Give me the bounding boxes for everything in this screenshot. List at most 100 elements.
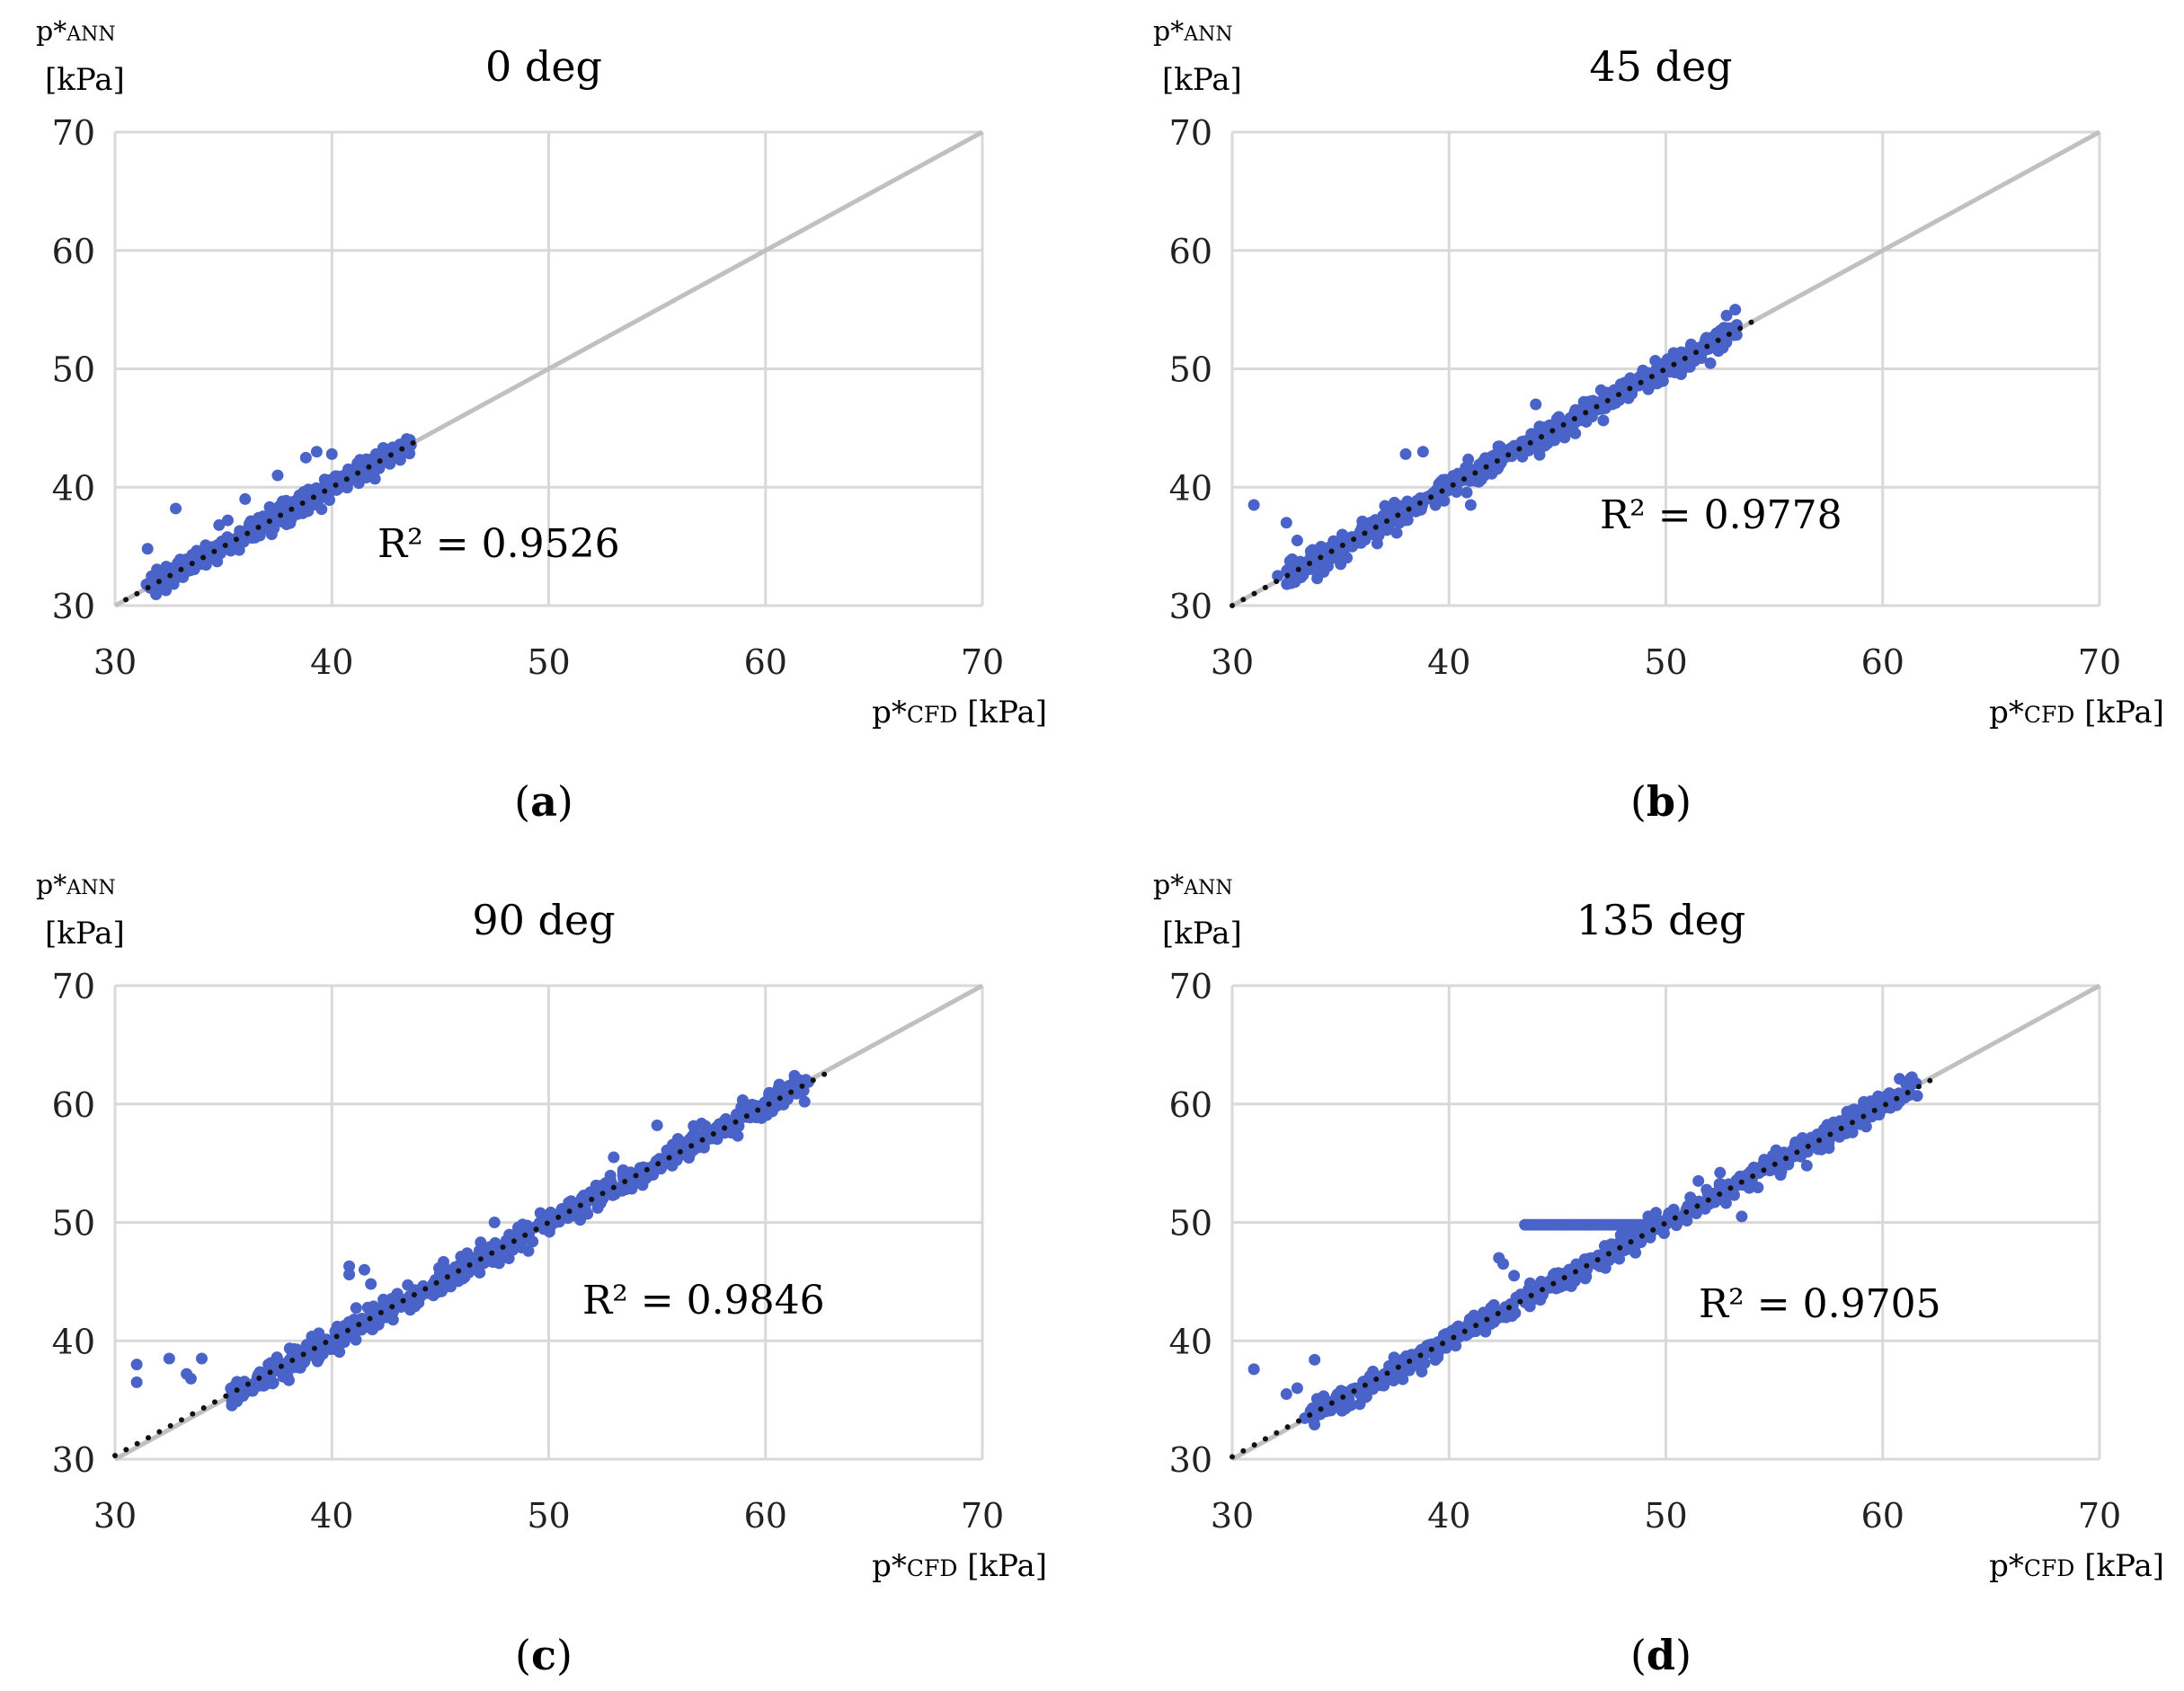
data-point [1304, 545, 1317, 558]
outlier-point [130, 1376, 143, 1388]
outlier-point [1291, 535, 1303, 547]
data-point [439, 1262, 451, 1275]
outlier-point [1317, 1394, 1329, 1406]
y-tick-label: 30 [1169, 587, 1212, 626]
data-point [351, 464, 364, 476]
x-tick-label: 30 [1211, 642, 1254, 682]
svg-text:p*ANN: p*ANN [36, 16, 116, 48]
outlier-point [1291, 1382, 1303, 1394]
outlier-point [1497, 1258, 1510, 1270]
outlier-point [1309, 1353, 1321, 1366]
x-tick-label: 30 [93, 642, 137, 682]
svg-text:p*ANN: p*ANN [36, 870, 116, 901]
svg-text:p*ANN: p*ANN [1153, 16, 1233, 48]
data-point [1499, 1310, 1512, 1323]
data-point [607, 1189, 619, 1201]
data-point [1674, 368, 1687, 381]
data-point [1389, 1373, 1401, 1386]
outlier-point [1464, 499, 1477, 511]
data-point [1439, 474, 1452, 486]
y-tick-label: 70 [1169, 113, 1212, 153]
x-tick-label: 50 [1644, 642, 1687, 682]
outlier-point [170, 502, 182, 515]
data-point [384, 457, 396, 470]
data-point [792, 1073, 804, 1085]
x-tick-label: 50 [1644, 1496, 1687, 1536]
data-point [772, 1082, 785, 1094]
data-point [1336, 528, 1348, 541]
y-tick-label: 50 [1169, 350, 1212, 390]
data-point [1840, 1127, 1852, 1139]
outlier-point [1530, 398, 1542, 411]
y-axis-label: p*ANN [kPa] [1153, 16, 1242, 98]
trendline [1230, 316, 1760, 608]
x-tick-label: 50 [527, 642, 570, 682]
svg-text:[kPa]: [kPa] [1162, 62, 1242, 98]
data-point [1388, 1351, 1400, 1364]
outlier-point [343, 1268, 356, 1280]
data-point [1651, 366, 1664, 378]
outlier-point [130, 1359, 143, 1371]
outlier-point [1399, 447, 1412, 460]
data-point [1344, 1399, 1356, 1412]
data-point [597, 1191, 609, 1204]
data-point [331, 1320, 343, 1332]
chart-title: 135 deg [1576, 896, 1746, 944]
y-tick-label: 40 [52, 468, 95, 508]
outlier-point [651, 1119, 663, 1131]
data-point [248, 1378, 261, 1391]
x-axis-label: p*CFD [kPa] [872, 1548, 1047, 1584]
outlier-point [213, 518, 226, 531]
data-point [1485, 453, 1497, 465]
outlier-point [358, 1263, 370, 1276]
data-point [1366, 1383, 1379, 1395]
data-point [291, 508, 304, 520]
data-point [1841, 1105, 1853, 1118]
y-tick-label: 40 [52, 1322, 95, 1361]
y-tick-label: 60 [1169, 1085, 1212, 1125]
data-point [1823, 1137, 1835, 1149]
panel-a: p*ANN [kPa] 0 deg 30 40 50 60 70 30 40 50 60 70 R… [36, 16, 1047, 826]
data-point [790, 1087, 803, 1100]
x-axis-label: p*CFD [kPa] [1989, 1548, 2164, 1584]
data-point [1284, 577, 1297, 589]
data-point [1719, 1197, 1732, 1209]
data-point [746, 1098, 759, 1111]
data-point [516, 1236, 528, 1249]
svg-text:p*CFD [kPa]: p*CFD [kPa] [1989, 1548, 2164, 1584]
y-tick-label: 70 [52, 967, 95, 1006]
x-tick-label: 70 [2078, 642, 2121, 682]
x-tick-label: 70 [2078, 1496, 2121, 1536]
panel-label: (a) [514, 777, 573, 826]
x-tick-label: 50 [527, 1496, 570, 1536]
svg-text:[kPa]: [kPa] [1162, 916, 1242, 952]
data-point [537, 1223, 550, 1235]
outlier-point [239, 492, 252, 505]
outlier-point [310, 446, 323, 458]
data-point [268, 522, 280, 535]
outlier-point [184, 563, 197, 576]
data-point [474, 1266, 486, 1279]
data-point [1494, 441, 1506, 454]
y-tick-label: 50 [52, 1204, 95, 1244]
svg-text:[kPa]: [kPa] [45, 916, 125, 952]
data-point [1535, 438, 1548, 451]
panel-label: (b) [1630, 777, 1691, 826]
y-axis-label: p*ANN [kPa] [1153, 870, 1242, 952]
outlier-point [196, 1352, 208, 1365]
data-point [1393, 501, 1406, 514]
data-point [1309, 1419, 1321, 1431]
x-axis-label: p*CFD [kPa] [872, 695, 1047, 730]
data-point [475, 1236, 487, 1249]
data-point [527, 1235, 539, 1248]
x-tick-label: 70 [961, 642, 1004, 682]
data-point [431, 1286, 444, 1298]
svg-text:p*CFD [kPa]: p*CFD [kPa] [872, 695, 1047, 730]
data-point [1602, 1254, 1615, 1267]
data-point [516, 1218, 528, 1231]
outlier-point [163, 1352, 175, 1365]
outlier-point [488, 1217, 501, 1228]
